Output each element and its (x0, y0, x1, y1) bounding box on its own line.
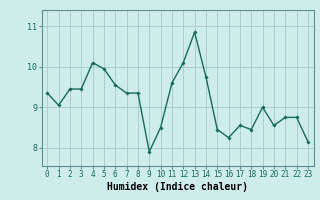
X-axis label: Humidex (Indice chaleur): Humidex (Indice chaleur) (107, 182, 248, 192)
